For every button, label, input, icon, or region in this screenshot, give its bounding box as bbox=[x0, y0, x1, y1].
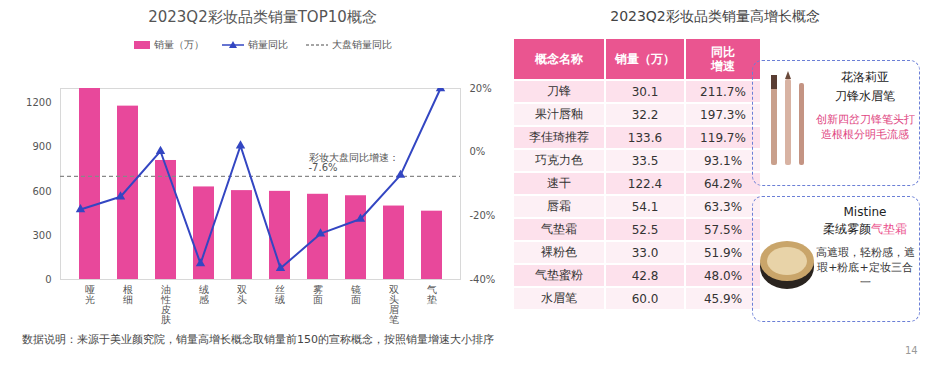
html-text:速干: 速干 bbox=[547, 176, 571, 190]
html-text:高遮瑕，轻粉感，遮瑕+粉底+定妆三合一: 高遮瑕，轻粉感，遮瑕+粉底+定妆三合一 bbox=[815, 246, 915, 289]
svg-text:600: 600 bbox=[32, 186, 51, 197]
html-text:42.8: 42.8 bbox=[631, 268, 659, 283]
svg-text:-40%: -40% bbox=[470, 274, 496, 285]
svg-text:-20%: -20% bbox=[470, 210, 496, 221]
html-text:唇霜: 唇霜 bbox=[547, 199, 571, 213]
html-text:32.2: 32.2 bbox=[631, 107, 659, 122]
html-text:概念名称: 概念名称 bbox=[535, 51, 583, 66]
html-text:60.0: 60.0 bbox=[631, 291, 659, 306]
svg-text:根细: 根细 bbox=[123, 284, 133, 305]
html-text:裸粉色: 裸粉色 bbox=[541, 245, 577, 259]
html-text:57.5%: 57.5% bbox=[703, 222, 743, 237]
svg-text:油性皮肤: 油性皮肤 bbox=[160, 284, 171, 325]
svg-text:双头: 双头 bbox=[237, 284, 247, 305]
html-text:64.2%: 64.2% bbox=[703, 176, 743, 191]
html-text:李佳琦推荐: 李佳琦推荐 bbox=[529, 130, 589, 144]
html-text:63.3%: 63.3% bbox=[703, 199, 743, 214]
svg-text:1200: 1200 bbox=[26, 97, 51, 108]
svg-text:20%: 20% bbox=[470, 83, 492, 94]
html-text:211.7%: 211.7% bbox=[700, 84, 746, 99]
svg-text:哑光: 哑光 bbox=[85, 284, 95, 305]
html-text:30.1: 30.1 bbox=[631, 84, 659, 99]
html-text:巧克力色: 巧克力色 bbox=[535, 153, 583, 167]
svg-text:300: 300 bbox=[32, 230, 51, 241]
svg-text:双头眉笔: 双头眉笔 bbox=[389, 284, 399, 325]
html-text:气垫霜: 气垫霜 bbox=[541, 222, 577, 236]
html-text:数据说明：来源于美业颜究院，销量高增长概念取销量前150的宣: 数据说明：来源于美业颜究院，销量高增长概念取销量前150的宣称概念，按照销量增速… bbox=[22, 333, 494, 346]
html-text:销量同比: 销量同比 bbox=[247, 39, 288, 50]
html-text:93.1%: 93.1% bbox=[703, 153, 743, 168]
html-text:51.9%: 51.9% bbox=[703, 245, 743, 260]
html-text:33.0: 33.0 bbox=[631, 245, 659, 260]
html-text:气垫蜜粉: 气垫蜜粉 bbox=[535, 268, 583, 282]
html-text:同比增速: 同比增速 bbox=[711, 44, 735, 73]
html-text:刀锋: 刀锋 bbox=[547, 84, 571, 98]
html-text:刀锋水眉笔: 刀锋水眉笔 bbox=[835, 89, 895, 103]
html-text:柔绒雾颜气垫霜: 柔绒雾颜气垫霜 bbox=[823, 222, 907, 236]
html-text:大盘销量同比: 大盘销量同比 bbox=[331, 39, 392, 50]
html-text:2023Q2彩妆品类销量高增长概念: 2023Q2彩妆品类销量高增长概念 bbox=[610, 8, 820, 24]
html-text:销量（万）: 销量（万） bbox=[615, 51, 675, 66]
html-text:52.5: 52.5 bbox=[631, 222, 659, 237]
html-text:197.3%: 197.3% bbox=[700, 107, 746, 122]
svg-text:彩妆大盘同比增速：-7.6%: 彩妆大盘同比增速：-7.6% bbox=[309, 152, 399, 173]
html-text:2023Q2彩妆品类销量TOP10概念: 2023Q2彩妆品类销量TOP10概念 bbox=[148, 8, 377, 26]
svg-text:丝绒: 丝绒 bbox=[275, 284, 285, 305]
html-text:119.7%: 119.7% bbox=[700, 130, 746, 145]
svg-text:镜面: 镜面 bbox=[350, 284, 361, 305]
html-text:14: 14 bbox=[905, 345, 918, 356]
svg-text:0: 0 bbox=[45, 274, 51, 285]
svg-text:气垫: 气垫 bbox=[427, 284, 437, 305]
html-text:45.9%: 45.9% bbox=[703, 291, 743, 306]
html-text:水眉笔: 水眉笔 bbox=[541, 291, 577, 305]
html-text:54.1: 54.1 bbox=[631, 199, 659, 214]
html-text:Mistine: Mistine bbox=[843, 205, 887, 219]
html-text:33.5: 33.5 bbox=[631, 153, 659, 168]
html-text:销量（万）: 销量（万） bbox=[153, 39, 204, 50]
svg-text:900: 900 bbox=[32, 141, 51, 152]
svg-text:绒感: 绒感 bbox=[199, 284, 209, 305]
html-text:122.4: 122.4 bbox=[627, 176, 663, 191]
html-text:133.6: 133.6 bbox=[627, 130, 663, 145]
svg-text:雾面: 雾面 bbox=[313, 284, 323, 305]
html-text:48.0%: 48.0% bbox=[703, 268, 743, 283]
html-text:花洛莉亚: 花洛莉亚 bbox=[841, 70, 889, 84]
svg-text:0%: 0% bbox=[470, 146, 486, 157]
html-text:果汁唇釉: 果汁唇釉 bbox=[535, 107, 583, 121]
html-text:创新四岔刀锋笔头打造根根分明毛流感: 创新四岔刀锋笔头打造根根分明毛流感 bbox=[815, 113, 915, 141]
